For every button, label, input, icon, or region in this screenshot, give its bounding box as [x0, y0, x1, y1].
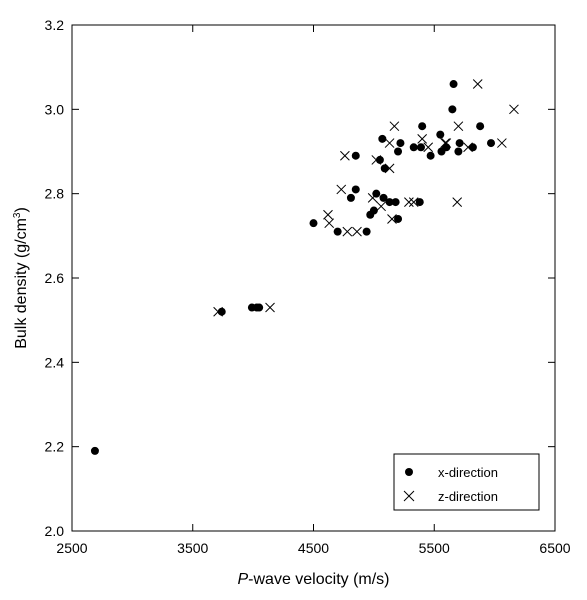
x-axis-title-italic: P — [237, 571, 248, 588]
point-z-direction — [417, 133, 428, 144]
point-x-direction — [369, 206, 378, 215]
point-x-direction — [476, 122, 485, 131]
x-tick-label: 3500 — [177, 540, 208, 556]
point-z-direction — [463, 142, 473, 153]
point-z-direction — [213, 306, 223, 317]
point-x-direction — [394, 214, 403, 223]
point-x-direction — [418, 122, 427, 131]
axis-ticks — [71, 24, 556, 532]
point-x-direction — [309, 219, 318, 228]
point-x-direction — [415, 198, 424, 207]
point-x-direction — [394, 147, 403, 156]
x-axis-title-rest: -wave velocity (m/s) — [248, 571, 389, 588]
x-tick-label: 5500 — [419, 540, 450, 556]
point-z-direction — [340, 150, 350, 161]
legend-label-x-direction: x-direction — [438, 465, 498, 480]
x-tick-label: 6500 — [539, 540, 570, 556]
legend-box — [393, 453, 540, 511]
y-tick-label: 3.0 — [45, 101, 65, 117]
point-z-direction — [440, 138, 450, 148]
y-tick-label: 2.4 — [45, 354, 65, 370]
point-x-direction — [255, 303, 264, 312]
y-axis-title-sup: 3 — [12, 212, 23, 218]
point-z-direction — [408, 197, 419, 207]
point-x-direction — [351, 185, 360, 194]
point-x-direction — [351, 151, 360, 160]
legend-label-z-direction: z-direction — [438, 489, 498, 504]
point-x-direction — [487, 139, 496, 148]
point-z-direction — [367, 193, 378, 203]
point-x-direction — [380, 164, 389, 173]
point-z-direction — [472, 79, 483, 89]
point-z-direction — [497, 138, 507, 148]
point-z-direction — [323, 209, 333, 220]
legend-marker-x-direction — [405, 468, 413, 476]
x-axis-title: P-wave velocity (m/s) — [237, 571, 389, 588]
point-z-direction — [384, 163, 395, 174]
point-z-direction — [404, 197, 414, 207]
point-z-direction — [441, 138, 452, 148]
y-tick-label: 2.6 — [45, 270, 65, 286]
axis-tick-labels: 2500 3500 4500 5500 6500 2.0 2.2 2.4 2.6 2.8 3.0 3.… — [45, 17, 571, 556]
point-x-direction — [468, 143, 477, 152]
point-z-direction — [384, 138, 395, 148]
point-x-direction — [375, 155, 384, 164]
point-x-direction — [436, 130, 445, 139]
point-z-direction — [389, 121, 400, 132]
point-z-direction — [376, 201, 386, 212]
legend-marker-z-direction — [403, 490, 415, 502]
point-z-direction — [352, 226, 362, 237]
point-x-direction — [426, 151, 435, 160]
legend: x-direction z-direction — [393, 453, 540, 511]
point-z-direction — [336, 184, 347, 195]
point-x-direction — [346, 193, 355, 202]
point-x-direction — [455, 139, 464, 148]
point-x-direction — [448, 105, 457, 114]
point-z-direction — [265, 302, 275, 313]
point-x-direction — [391, 198, 400, 207]
point-x-direction — [449, 80, 458, 89]
point-z-direction — [423, 142, 434, 153]
point-x-direction — [362, 227, 371, 236]
x-tick-label: 2500 — [56, 540, 87, 556]
point-x-direction — [454, 147, 463, 156]
point-z-direction — [509, 104, 519, 115]
y-tick-label: 2.2 — [45, 439, 65, 455]
y-axis-title-main: Bulk density (g/cm — [13, 218, 30, 349]
point-z-direction — [324, 218, 335, 229]
point-z-direction — [387, 214, 397, 224]
point-x-direction — [333, 227, 342, 236]
point-x-direction — [379, 193, 388, 202]
x-tick-label: 4500 — [298, 540, 329, 556]
point-z-direction — [452, 197, 463, 207]
y-tick-label: 2.8 — [45, 186, 65, 202]
y-tick-label: 3.2 — [45, 17, 65, 33]
point-x-direction — [90, 446, 99, 455]
point-z-direction — [342, 226, 353, 237]
data-points — [90, 79, 519, 455]
y-axis-title: Bulk density (g/cm3) — [12, 207, 30, 349]
point-x-direction — [217, 307, 226, 316]
point-x-direction — [396, 139, 405, 148]
point-z-direction — [453, 121, 464, 132]
y-axis-title-end: ) — [13, 207, 30, 212]
point-x-direction — [416, 143, 425, 152]
point-z-direction — [371, 155, 382, 165]
point-x-direction — [409, 143, 418, 152]
point-x-direction — [385, 198, 394, 207]
point-x-direction — [378, 134, 387, 143]
y-tick-label: 2.0 — [45, 523, 65, 539]
